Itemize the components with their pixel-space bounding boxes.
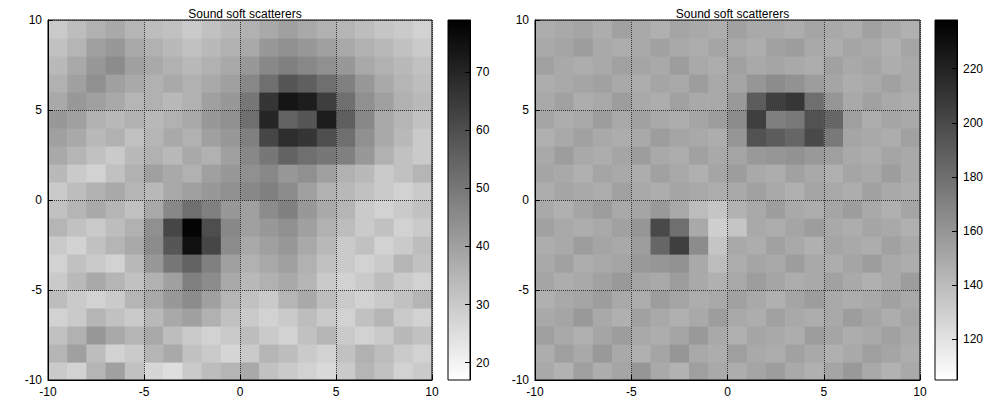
svg-text:30: 30 [476,298,490,312]
svg-text:20: 20 [476,356,490,370]
svg-text:0: 0 [522,193,529,207]
svg-text:10: 10 [913,385,927,399]
svg-text:-5: -5 [518,283,529,297]
svg-text:Sound soft scatterers: Sound soft scatterers [676,7,789,21]
svg-text:5: 5 [35,103,42,117]
svg-text:10: 10 [29,13,43,27]
svg-text:10: 10 [516,13,530,27]
svg-text:10: 10 [425,385,439,399]
svg-text:180: 180 [963,170,983,184]
svg-text:120: 120 [963,332,983,346]
svg-text:60: 60 [476,123,490,137]
svg-text:200: 200 [963,116,983,130]
svg-text:220: 220 [963,62,983,76]
svg-text:5: 5 [522,103,529,117]
svg-text:5: 5 [333,385,340,399]
svg-text:50: 50 [476,181,490,195]
svg-text:0: 0 [35,193,42,207]
svg-text:70: 70 [476,65,490,79]
svg-text:-5: -5 [626,385,637,399]
svg-text:-5: -5 [31,283,42,297]
svg-text:0: 0 [724,385,731,399]
svg-text:160: 160 [963,224,983,238]
svg-text:40: 40 [476,239,490,253]
svg-text:5: 5 [820,385,827,399]
svg-text:140: 140 [963,278,983,292]
svg-text:-10: -10 [526,385,544,399]
svg-text:-10: -10 [39,385,57,399]
svg-text:0: 0 [237,385,244,399]
svg-text:-10: -10 [24,373,42,387]
svg-text:-5: -5 [139,385,150,399]
svg-text:Sound soft scatterers: Sound soft scatterers [188,7,301,21]
svg-text:-10: -10 [511,373,529,387]
